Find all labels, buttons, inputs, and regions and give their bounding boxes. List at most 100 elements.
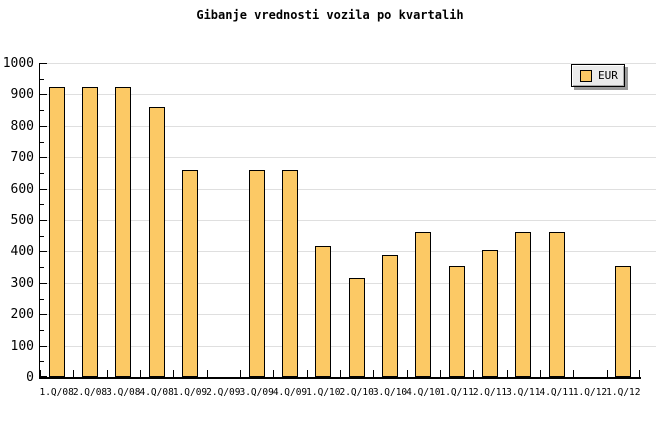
x-tick-label: 1.Q/09 bbox=[172, 387, 208, 398]
y-tick-label: 100 bbox=[10, 339, 34, 354]
y-axis-tick bbox=[40, 251, 47, 252]
x-axis-tick bbox=[639, 370, 640, 377]
y-axis-minor-tick bbox=[40, 361, 44, 362]
y-axis-tick bbox=[40, 220, 47, 221]
y-axis-minor-tick bbox=[40, 236, 44, 237]
x-tick-label: 2.Q/08 bbox=[72, 387, 108, 398]
y-axis-tick bbox=[40, 346, 47, 347]
x-tick-label: 4.Q/08 bbox=[139, 387, 174, 398]
gridline bbox=[40, 157, 656, 158]
y-tick-label: 0 bbox=[26, 370, 34, 385]
chart-title: Gibanje vrednosti vozila po kvartalih bbox=[196, 8, 464, 22]
x-axis-tick bbox=[73, 370, 74, 377]
y-axis-tick bbox=[40, 63, 47, 64]
x-tick-label: 1.Q/12 bbox=[606, 387, 641, 398]
x-axis-tick bbox=[107, 370, 108, 377]
x-axis-tick bbox=[240, 370, 241, 377]
x-tick-label: 2.Q/11 bbox=[472, 387, 508, 398]
y-tick-label: 300 bbox=[10, 276, 34, 291]
legend-box: EUR bbox=[571, 64, 625, 87]
bar bbox=[282, 170, 298, 377]
bar bbox=[349, 278, 365, 377]
y-axis-minor-tick bbox=[40, 110, 44, 111]
bar bbox=[549, 232, 565, 377]
y-axis-minor-tick bbox=[40, 79, 44, 80]
y-tick-label: 800 bbox=[10, 119, 34, 134]
gridline bbox=[40, 314, 656, 315]
x-axis-tick bbox=[273, 370, 274, 377]
y-tick-label: 200 bbox=[10, 307, 34, 322]
x-axis-tick bbox=[307, 370, 308, 377]
x-tick-label: 4.Q/09 bbox=[272, 387, 308, 398]
x-axis-tick bbox=[473, 370, 474, 377]
bar bbox=[515, 232, 531, 377]
y-axis-tick bbox=[40, 126, 47, 127]
y-axis-minor-tick bbox=[40, 173, 44, 174]
bar bbox=[149, 107, 165, 377]
y-axis-tick bbox=[40, 157, 47, 158]
plot-area bbox=[40, 63, 656, 377]
y-axis-line bbox=[39, 63, 40, 378]
x-axis-tick bbox=[140, 370, 141, 377]
x-axis-tick bbox=[173, 370, 174, 377]
y-axis-tick bbox=[40, 314, 47, 315]
x-axis-tick bbox=[507, 370, 508, 377]
legend-swatch-eur bbox=[580, 69, 592, 82]
x-tick-label: 3.Q/10 bbox=[372, 387, 408, 398]
y-tick-label: 900 bbox=[10, 87, 34, 102]
gridline bbox=[40, 251, 656, 252]
x-axis-tick bbox=[40, 370, 41, 377]
bar bbox=[49, 87, 65, 377]
x-axis-tick bbox=[540, 370, 541, 377]
bar bbox=[615, 266, 631, 377]
x-axis-tick bbox=[607, 370, 608, 377]
bar bbox=[482, 250, 498, 377]
y-tick-label: 700 bbox=[10, 150, 34, 165]
x-tick-label: 2.Q/10 bbox=[339, 387, 374, 398]
gridline bbox=[40, 346, 656, 347]
gridline bbox=[40, 189, 656, 190]
y-axis-minor-tick bbox=[40, 142, 44, 143]
gridline bbox=[40, 283, 656, 284]
bar bbox=[249, 170, 265, 377]
x-tick-label: 1.Q/12 bbox=[572, 387, 608, 398]
x-axis-line bbox=[39, 377, 641, 379]
x-tick-label: 3.Q/11 bbox=[506, 387, 541, 398]
y-tick-label: 600 bbox=[10, 182, 34, 197]
y-axis-minor-tick bbox=[40, 299, 44, 300]
x-axis-tick bbox=[340, 370, 341, 377]
bar bbox=[315, 246, 331, 377]
bar bbox=[182, 170, 198, 377]
y-axis-minor-tick bbox=[40, 204, 44, 205]
y-tick-label: 1000 bbox=[2, 56, 34, 71]
x-tick-label: 4.Q/10 bbox=[406, 387, 441, 398]
y-axis-tick bbox=[40, 283, 47, 284]
y-axis-tick bbox=[40, 376, 47, 377]
x-axis-tick bbox=[407, 370, 408, 377]
x-axis-tick bbox=[207, 370, 208, 377]
bar bbox=[82, 87, 98, 377]
y-axis-tick bbox=[40, 94, 47, 95]
y-axis-minor-tick bbox=[40, 330, 44, 331]
x-tick-label: 2.Q/09 bbox=[206, 387, 241, 398]
x-tick-label: 1.Q/08 bbox=[39, 387, 74, 398]
gridline bbox=[40, 94, 656, 95]
legend-label: EUR bbox=[598, 69, 618, 82]
x-tick-label: 3.Q/08 bbox=[106, 387, 141, 398]
y-tick-label: 500 bbox=[10, 213, 34, 228]
x-axis-tick bbox=[573, 370, 574, 377]
bar bbox=[415, 232, 431, 377]
y-tick-label: 400 bbox=[10, 244, 34, 259]
x-tick-label: 3.Q/09 bbox=[239, 387, 274, 398]
x-tick-label: 1.Q/11 bbox=[439, 387, 474, 398]
y-axis-tick bbox=[40, 189, 47, 190]
bar bbox=[382, 255, 398, 377]
bar bbox=[449, 266, 465, 377]
bar bbox=[115, 87, 131, 377]
gridline bbox=[40, 126, 656, 127]
y-axis-minor-tick bbox=[40, 267, 44, 268]
x-axis-tick bbox=[440, 370, 441, 377]
x-tick-label: 1.Q/10 bbox=[306, 387, 341, 398]
x-tick-label: 4.Q/11 bbox=[539, 387, 574, 398]
